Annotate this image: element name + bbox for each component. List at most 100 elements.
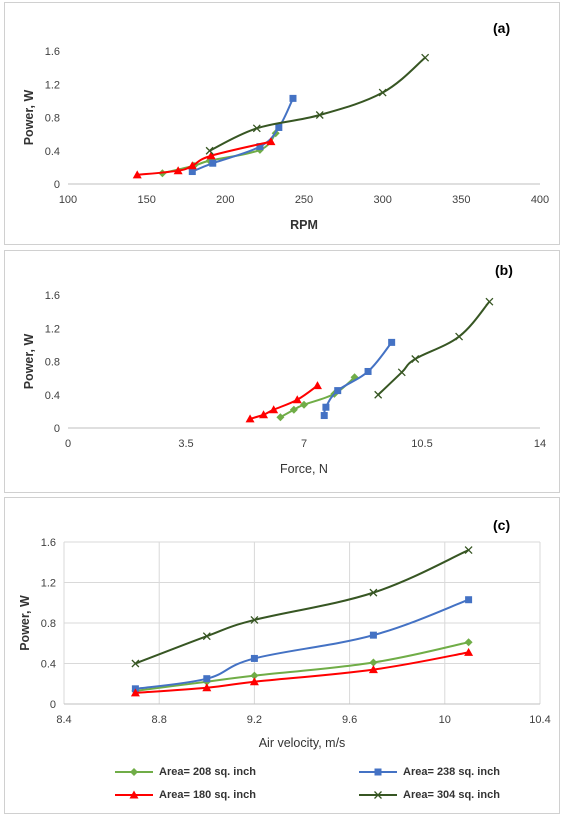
data-point-s238 [320, 412, 328, 420]
data-point-s304 [397, 368, 406, 377]
data-point-s304 [378, 88, 387, 97]
panel-label-a: (a) [493, 20, 510, 36]
legend-marker-s208 [130, 768, 138, 776]
chart-legend: Area= 208 sq. inch Area= 238 sq. inch Ar… [4, 756, 560, 814]
x-tick-label: 14 [534, 438, 546, 450]
data-point-s238 [203, 675, 211, 683]
legend-swatch-304 [359, 791, 397, 799]
y-tick-label: 1.2 [45, 323, 60, 335]
x-tick-label: 200 [216, 194, 234, 206]
y-tick-label: 0.8 [41, 618, 56, 630]
chart-panel-b: (b) 0 0.4 0.8 1.2 1.6 0 3.5 7 10.5 14 Power, W Force… [4, 250, 560, 493]
legend-swatch-238 [359, 768, 397, 776]
x-tick-label: 9.2 [247, 714, 262, 726]
y-tick-label: 0.8 [45, 113, 60, 125]
series-s180 [245, 381, 322, 423]
legend-item-208: Area= 208 sq. inch [113, 766, 256, 778]
x-tick-label: 350 [452, 194, 470, 206]
x-tick-label: 10.4 [529, 714, 550, 726]
y-tick-label: 1.2 [41, 578, 56, 590]
legend-label-208: Area= 208 sq. inch [159, 766, 256, 778]
legend-item-304: Area= 304 sq. inch [357, 789, 500, 801]
data-point-s304 [250, 616, 259, 624]
y-tick-label: 0.4 [41, 659, 56, 671]
data-point-s180 [259, 410, 269, 419]
series-line-s304 [135, 549, 470, 665]
x-tick-label: 0 [65, 438, 71, 450]
series-line-s208 [135, 641, 469, 692]
series-line-s180 [137, 140, 272, 176]
series-s304 [205, 53, 430, 155]
legend-item-180: Area= 180 sq. inch [113, 789, 256, 801]
legend-swatch-180 [115, 790, 153, 799]
data-point-s180 [245, 414, 255, 423]
y-axis-title: Power, W [22, 334, 36, 390]
series-s208 [131, 638, 473, 695]
legend-label-238: Area= 238 sq. inch [403, 766, 500, 778]
chart-a: (a) 0 0.4 0.8 1.2 1.6 100 150 200 250 300 350 400 Pow… [22, 20, 549, 232]
chart-b: (b) 0 0.4 0.8 1.2 1.6 0 3.5 7 10.5 14 Power, W Force… [22, 262, 546, 476]
legend-marker-s238 [374, 768, 382, 776]
data-point-s180 [269, 405, 279, 414]
series-s180 [130, 647, 474, 697]
data-point-s208 [369, 658, 378, 667]
series-line-s238 [323, 341, 393, 416]
x-tick-label: 150 [137, 194, 155, 206]
x-tick-label: 8.4 [56, 714, 71, 726]
panel-label-b: (b) [495, 262, 513, 278]
x-tick-label: 3.5 [178, 438, 193, 450]
data-point-s238 [275, 123, 283, 131]
x-tick-label: 9.6 [342, 714, 357, 726]
y-tick-label: 1.2 [45, 79, 60, 91]
data-point-s180 [132, 170, 142, 179]
series-line-s304 [209, 56, 426, 152]
data-point-s180 [249, 677, 259, 686]
data-point-s304 [455, 332, 464, 341]
y-tick-label: 0.8 [45, 357, 60, 369]
data-point-s208 [464, 638, 473, 647]
legend-marker-s180 [129, 790, 139, 799]
series-s208 [276, 373, 359, 422]
series-line-s238 [135, 598, 469, 690]
data-point-s304 [369, 588, 378, 597]
data-point-s238 [369, 631, 377, 639]
y-tick-label: 0 [54, 423, 60, 435]
data-point-s180 [266, 137, 276, 146]
series-s304 [374, 297, 494, 399]
x-axis-title: RPM [290, 218, 318, 232]
y-tick-label: 1.6 [41, 537, 56, 549]
data-point-s238 [334, 387, 342, 395]
series-line-s180 [249, 384, 319, 420]
data-point-s238 [250, 654, 258, 662]
y-tick-label: 1.6 [45, 290, 60, 302]
data-point-s180 [130, 688, 140, 697]
data-point-s180 [187, 161, 197, 170]
x-tick-label: 300 [373, 194, 391, 206]
chart-panel-a: (a) 0 0.4 0.8 1.2 1.6 100 150 200 250 300 350 400 Pow… [4, 2, 560, 245]
data-point-s238 [322, 403, 330, 411]
x-tick-label: 8.8 [152, 714, 167, 726]
data-point-s180 [206, 151, 216, 160]
legend-item-238: Area= 238 sq. inch [357, 766, 500, 778]
data-point-s304 [411, 355, 420, 363]
data-point-s208 [300, 400, 308, 409]
data-point-s304 [464, 546, 473, 555]
series-s238 [320, 338, 396, 420]
x-tick-label: 100 [59, 194, 77, 206]
data-point-s208 [350, 373, 359, 382]
y-tick-label: 1.6 [45, 46, 60, 58]
chart-c: (c) 0 0.4 0.8 1.2 1.6 8.4 8.8 9.2 9.6 10 10.4 Power,… [18, 517, 551, 750]
data-point-s238 [364, 367, 372, 375]
legend-label-304: Area= 304 sq. inch [403, 789, 500, 801]
x-tick-label: 7 [301, 438, 307, 450]
data-point-s304 [205, 146, 214, 155]
data-point-s304 [202, 632, 211, 641]
x-axis-title: Force, N [280, 462, 328, 476]
y-tick-label: 0 [54, 179, 60, 191]
data-point-s180 [368, 665, 378, 674]
legend-label-180: Area= 180 sq. inch [159, 789, 256, 801]
data-point-s304 [315, 111, 324, 119]
data-point-s208 [289, 405, 298, 414]
x-tick-label: 400 [531, 194, 549, 206]
y-tick-label: 0.4 [45, 390, 60, 402]
